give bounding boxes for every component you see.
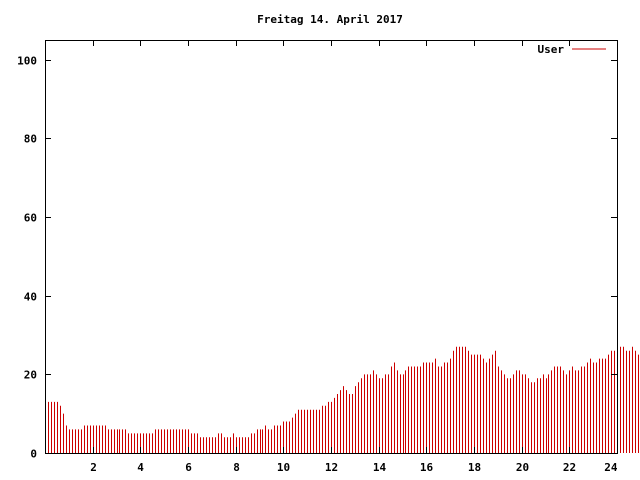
x-tick-label: 16 xyxy=(420,461,434,474)
plot-frame xyxy=(45,40,618,454)
legend: User xyxy=(538,43,606,56)
x-tick-label: 18 xyxy=(468,461,481,474)
y-tick-label: 40 xyxy=(24,291,37,304)
x-axis-ticks: 2 4 6 8 10 12 14 16 18 20 22 24 xyxy=(90,40,618,474)
x-tick-label: 14 xyxy=(373,461,387,474)
y-tick-label: 0 xyxy=(30,448,37,461)
x-tick-label: 10 xyxy=(277,461,290,474)
legend-label-user: User xyxy=(538,43,565,56)
x-tick-label: 12 xyxy=(325,461,338,474)
x-tick-label: 6 xyxy=(185,461,192,474)
x-tick-label: 22 xyxy=(563,461,576,474)
y-tick-label: 100 xyxy=(17,55,37,68)
x-tick-label: 4 xyxy=(137,461,144,474)
y-axis-ticks: 0 20 40 60 80 100 xyxy=(17,55,617,461)
x-tick-label: 20 xyxy=(516,461,529,474)
bar-series-user xyxy=(45,346,639,453)
x-tick-label: 2 xyxy=(90,461,97,474)
x-tick-label: 24 xyxy=(604,461,618,474)
chart-title: Freitag 14. April 2017 xyxy=(257,13,403,26)
y-tick-label: 80 xyxy=(24,133,37,146)
y-tick-label: 60 xyxy=(24,212,37,225)
x-tick-label: 8 xyxy=(233,461,240,474)
y-tick-label: 20 xyxy=(24,369,37,382)
